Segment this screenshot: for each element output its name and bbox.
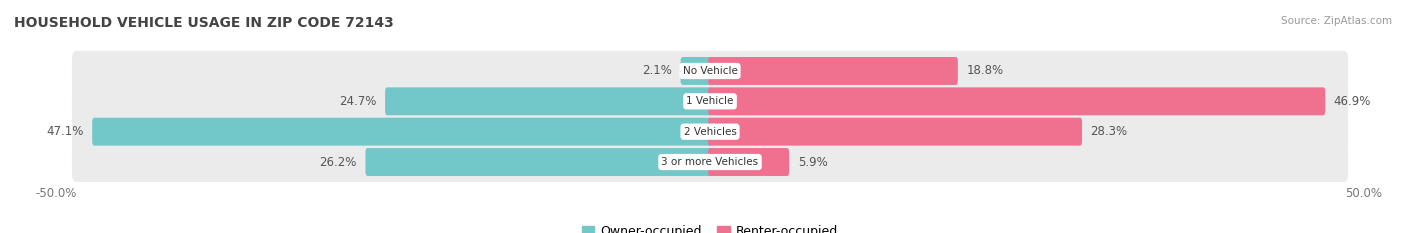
Legend: Owner-occupied, Renter-occupied: Owner-occupied, Renter-occupied <box>576 220 844 233</box>
FancyBboxPatch shape <box>72 81 1348 121</box>
FancyBboxPatch shape <box>709 87 1326 115</box>
Text: No Vehicle: No Vehicle <box>682 66 738 76</box>
FancyBboxPatch shape <box>72 51 1348 91</box>
Text: HOUSEHOLD VEHICLE USAGE IN ZIP CODE 72143: HOUSEHOLD VEHICLE USAGE IN ZIP CODE 7214… <box>14 16 394 30</box>
FancyBboxPatch shape <box>72 142 1348 182</box>
FancyBboxPatch shape <box>709 57 957 85</box>
Text: 1 Vehicle: 1 Vehicle <box>686 96 734 106</box>
Text: 47.1%: 47.1% <box>46 125 84 138</box>
Text: 3 or more Vehicles: 3 or more Vehicles <box>661 157 759 167</box>
Text: 5.9%: 5.9% <box>797 155 827 168</box>
FancyBboxPatch shape <box>709 118 1083 146</box>
Text: 18.8%: 18.8% <box>966 65 1004 78</box>
Text: 28.3%: 28.3% <box>1091 125 1128 138</box>
Text: 46.9%: 46.9% <box>1334 95 1371 108</box>
Text: Source: ZipAtlas.com: Source: ZipAtlas.com <box>1281 16 1392 26</box>
FancyBboxPatch shape <box>93 118 711 146</box>
FancyBboxPatch shape <box>681 57 711 85</box>
FancyBboxPatch shape <box>366 148 711 176</box>
Text: 26.2%: 26.2% <box>319 155 357 168</box>
FancyBboxPatch shape <box>385 87 711 115</box>
Text: 2 Vehicles: 2 Vehicles <box>683 127 737 137</box>
Text: 2.1%: 2.1% <box>643 65 672 78</box>
FancyBboxPatch shape <box>72 112 1348 152</box>
Text: 24.7%: 24.7% <box>339 95 377 108</box>
FancyBboxPatch shape <box>709 148 789 176</box>
